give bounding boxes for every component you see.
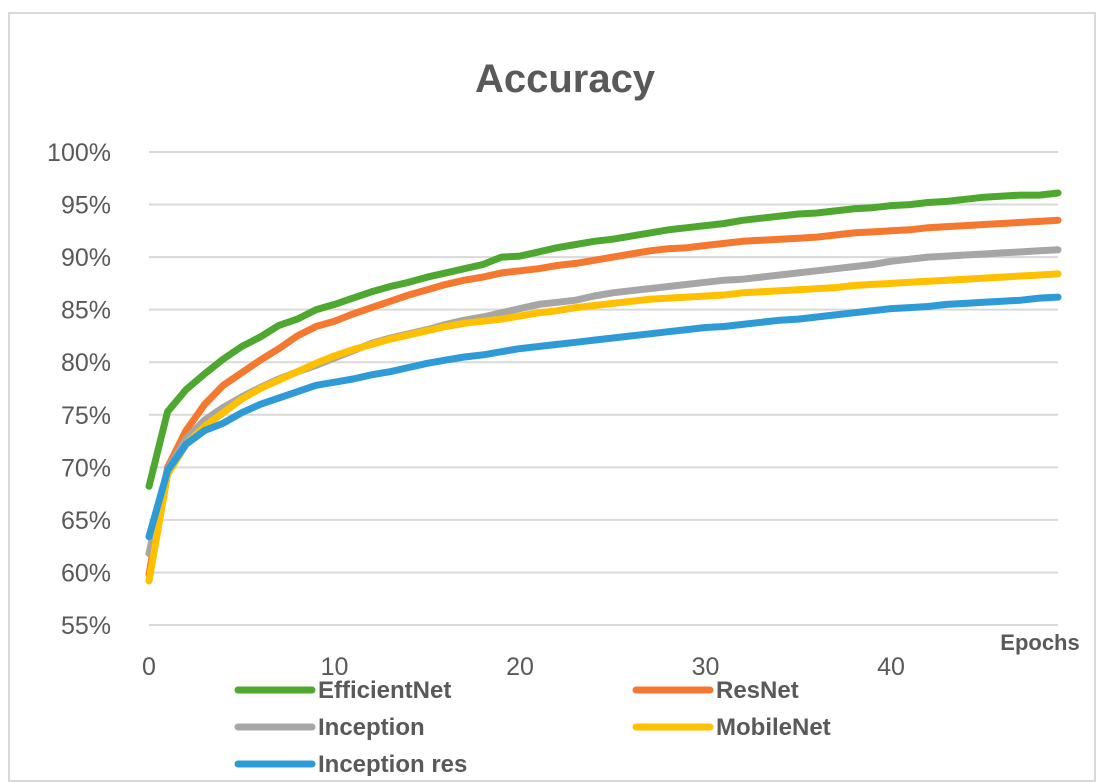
y-tick-label: 80% xyxy=(61,349,111,377)
legend-label-inception: Inception xyxy=(318,714,425,741)
x-tick-label: 10 xyxy=(321,653,349,681)
series-line-resnet xyxy=(145,216,1062,578)
legend-label-inception-res: Inception res xyxy=(318,751,467,776)
x-tick-label: 0 xyxy=(142,653,156,681)
x-tick-label: 40 xyxy=(877,653,905,681)
legend-label-efficientnet: EfficientNet xyxy=(318,677,451,704)
series-line-inception-res xyxy=(145,293,1062,541)
y-tick-label: 100% xyxy=(47,139,111,167)
series-lines xyxy=(145,189,1062,585)
y-tick-label: 75% xyxy=(61,402,111,430)
x-axis-ticks: 0 10 20 30 40 xyxy=(142,653,905,681)
y-axis-ticks: 55% 60% 65% 70% 75% 80% 85% 90% 95% 100% xyxy=(47,139,111,640)
y-tick-label: 90% xyxy=(61,244,111,272)
series-line-mobilenet xyxy=(145,270,1062,585)
x-tick-label: 30 xyxy=(692,653,720,681)
x-axis-label: Epochs xyxy=(1000,630,1079,655)
y-tick-label: 95% xyxy=(61,192,111,220)
y-tick-label: 85% xyxy=(61,297,111,325)
series-line-inception xyxy=(145,246,1062,557)
gridlines xyxy=(149,151,1058,626)
series-line-efficientnet xyxy=(145,189,1062,490)
chart-title: Accuracy xyxy=(475,57,656,101)
y-tick-label: 55% xyxy=(61,612,111,640)
y-tick-label: 70% xyxy=(61,454,111,482)
legend-label-mobilenet: MobileNet xyxy=(716,714,831,741)
y-tick-label: 60% xyxy=(61,559,111,587)
x-tick-label: 20 xyxy=(506,653,534,681)
y-tick-label: 65% xyxy=(61,507,111,535)
legend: EfficientNet ResNet Inception MobileNet Ince… xyxy=(234,677,831,776)
legend-label-resnet: ResNet xyxy=(716,677,799,704)
